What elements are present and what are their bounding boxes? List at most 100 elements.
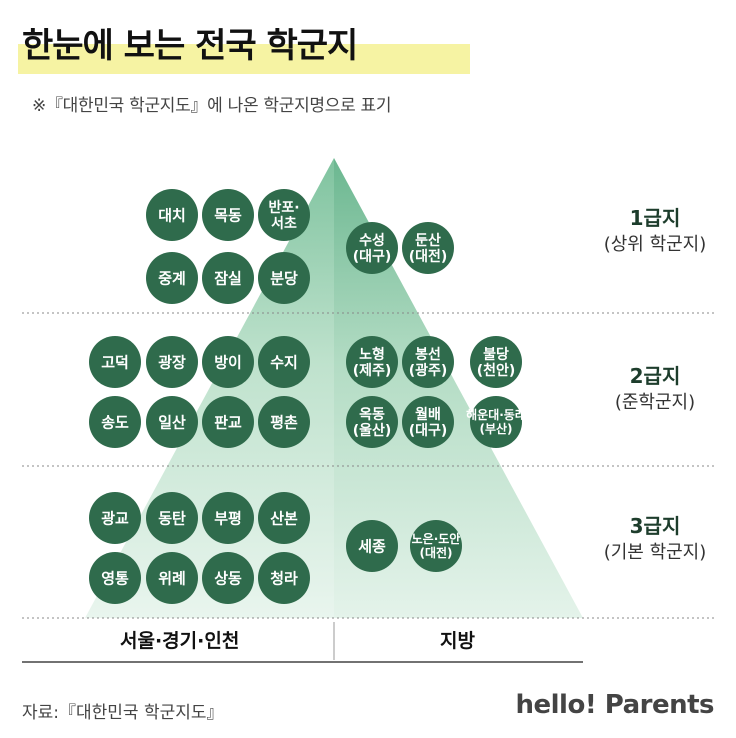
badge-circle xyxy=(146,552,198,604)
badge-seoul-tier1-3: 중계 xyxy=(146,252,198,304)
badge-local-tier3-1: 노은·도안 (대전) xyxy=(410,520,462,572)
tier-1-desc: (상위 학군지) xyxy=(603,234,707,255)
region-label-local: 지방 xyxy=(440,630,475,652)
badge-local-tier1-0: 수성 (대구) xyxy=(346,222,398,274)
badge-local-tier2-0: 노형 (제주) xyxy=(346,336,398,388)
badge-seoul-tier2-5: 일산 xyxy=(146,396,198,448)
badge-label: 산본 xyxy=(270,509,298,527)
tier-2-desc: (준학군지) xyxy=(614,392,696,413)
badge-label: 광교 xyxy=(101,509,129,527)
badge-label: 동탄 xyxy=(158,509,186,527)
badge-seoul-tier2-7: 평촌 xyxy=(258,396,310,448)
badge-label: 일산 xyxy=(158,413,186,431)
badge-circle xyxy=(258,189,310,241)
badge-circle xyxy=(146,336,198,388)
badge-seoul-tier1-4: 잠실 xyxy=(202,252,254,304)
badge-seoul-tier2-4: 송도 xyxy=(89,396,141,448)
badge-circle xyxy=(346,396,398,448)
page-title: 한눈에 보는 전국 학군지 xyxy=(22,26,358,66)
source-note: 자료:『대한민국 학군지도』 xyxy=(22,703,224,723)
badge-seoul-tier3-6: 상동 xyxy=(202,552,254,604)
badge-label: 중계 xyxy=(158,269,186,287)
badge-circle xyxy=(202,396,254,448)
badge-seoul-tier2-2: 방이 xyxy=(202,336,254,388)
badge-seoul-tier3-4: 영통 xyxy=(89,552,141,604)
badge-label: 반포· 서초 xyxy=(268,199,299,232)
badge-circle xyxy=(402,336,454,388)
badge-seoul-tier3-5: 위례 xyxy=(146,552,198,604)
badge-local-tier2-5: 해운대·동래 (부산) xyxy=(466,396,526,448)
badge-circle xyxy=(470,336,522,388)
badge-seoul-tier1-2: 반포· 서초 xyxy=(258,189,310,241)
badge-circle xyxy=(202,336,254,388)
badge-circle xyxy=(258,252,310,304)
badge-label: 부평 xyxy=(214,509,242,527)
badge-label: 봉선 (광주) xyxy=(409,347,448,379)
badge-circle xyxy=(202,189,254,241)
badge-circle xyxy=(470,396,522,448)
region-label-seoul: 서울·경기·인천 xyxy=(120,630,240,652)
badge-seoul-tier3-2: 부평 xyxy=(202,492,254,544)
badge-label: 수성 (대구) xyxy=(353,233,392,265)
tier-3-desc: (기본 학군지) xyxy=(603,542,707,563)
badge-label: 목동 xyxy=(214,206,242,224)
subtitle: ※『대한민국 학군지도』에 나온 학군지명으로 표기 xyxy=(32,96,392,116)
badge-circle xyxy=(146,492,198,544)
badge-local-tier2-1: 봉선 (광주) xyxy=(402,336,454,388)
badge-label: 잠실 xyxy=(214,269,242,287)
tier-label-3: 3급지 (기본 학군지) xyxy=(580,512,730,566)
badge-label: 옥동 (울산) xyxy=(353,407,392,439)
badge-seoul-tier3-0: 광교 xyxy=(89,492,141,544)
badge-label: 판교 xyxy=(214,413,242,431)
badge-circle xyxy=(146,396,198,448)
badge-seoul-tier2-3: 수지 xyxy=(258,336,310,388)
badge-circle xyxy=(258,492,310,544)
badge-label: 광장 xyxy=(158,353,186,371)
badge-local-tier3-0: 세종 xyxy=(346,520,398,572)
badge-label: 대치 xyxy=(158,206,186,224)
badge-label: 불당 (천안) xyxy=(477,346,516,379)
badge-circle xyxy=(258,396,310,448)
tier-1-name: 1급지 xyxy=(629,206,681,230)
badge-circle xyxy=(346,222,398,274)
badge-seoul-tier3-7: 청라 xyxy=(258,552,310,604)
tier-3-name: 3급지 xyxy=(629,514,681,538)
badge-seoul-tier2-1: 광장 xyxy=(146,336,198,388)
badge-label: 월배 (대구) xyxy=(409,406,448,439)
badge-label: 청라 xyxy=(270,569,298,587)
badge-circle xyxy=(146,189,198,241)
badge-circle xyxy=(89,396,141,448)
badge-label: 방이 xyxy=(214,353,242,371)
badge-local-tier2-4: 월배 (대구) xyxy=(402,396,454,448)
badge-local-tier2-3: 옥동 (울산) xyxy=(346,396,398,448)
badge-label: 수지 xyxy=(270,353,298,371)
badge-label: 둔산 (대전) xyxy=(409,232,448,265)
badge-circle xyxy=(202,552,254,604)
badge-label: 상동 xyxy=(214,569,242,587)
badge-label: 위례 xyxy=(158,569,186,587)
badge-circle xyxy=(146,252,198,304)
badge-label: 고덕 xyxy=(101,353,129,371)
badge-seoul-tier2-0: 고덕 xyxy=(89,336,141,388)
badge-label: 송도 xyxy=(101,413,129,431)
badge-local-tier1-1: 둔산 (대전) xyxy=(402,222,454,274)
tier-label-1: 1급지 (상위 학군지) xyxy=(580,204,730,258)
badge-circle xyxy=(89,336,141,388)
pyramid-right-half xyxy=(334,158,583,618)
badge-seoul-tier1-5: 분당 xyxy=(258,252,310,304)
badge-circle xyxy=(410,520,462,572)
badge-seoul-tier3-3: 산본 xyxy=(258,492,310,544)
badge-label: 해운대·동래 (부산) xyxy=(466,407,526,436)
tier-2-name: 2급지 xyxy=(629,364,681,388)
badge-label: 분당 xyxy=(270,269,298,287)
badge-circle xyxy=(202,492,254,544)
badge-circle xyxy=(202,252,254,304)
badge-label: 평촌 xyxy=(270,413,298,431)
badge-seoul-tier1-1: 목동 xyxy=(202,189,254,241)
brand-logo: hello! Parents xyxy=(515,690,714,720)
badge-seoul-tier3-1: 동탄 xyxy=(146,492,198,544)
badge-circle xyxy=(89,552,141,604)
badge-label: 노은·도안 (대전) xyxy=(412,531,461,560)
title-highlight xyxy=(18,44,470,74)
